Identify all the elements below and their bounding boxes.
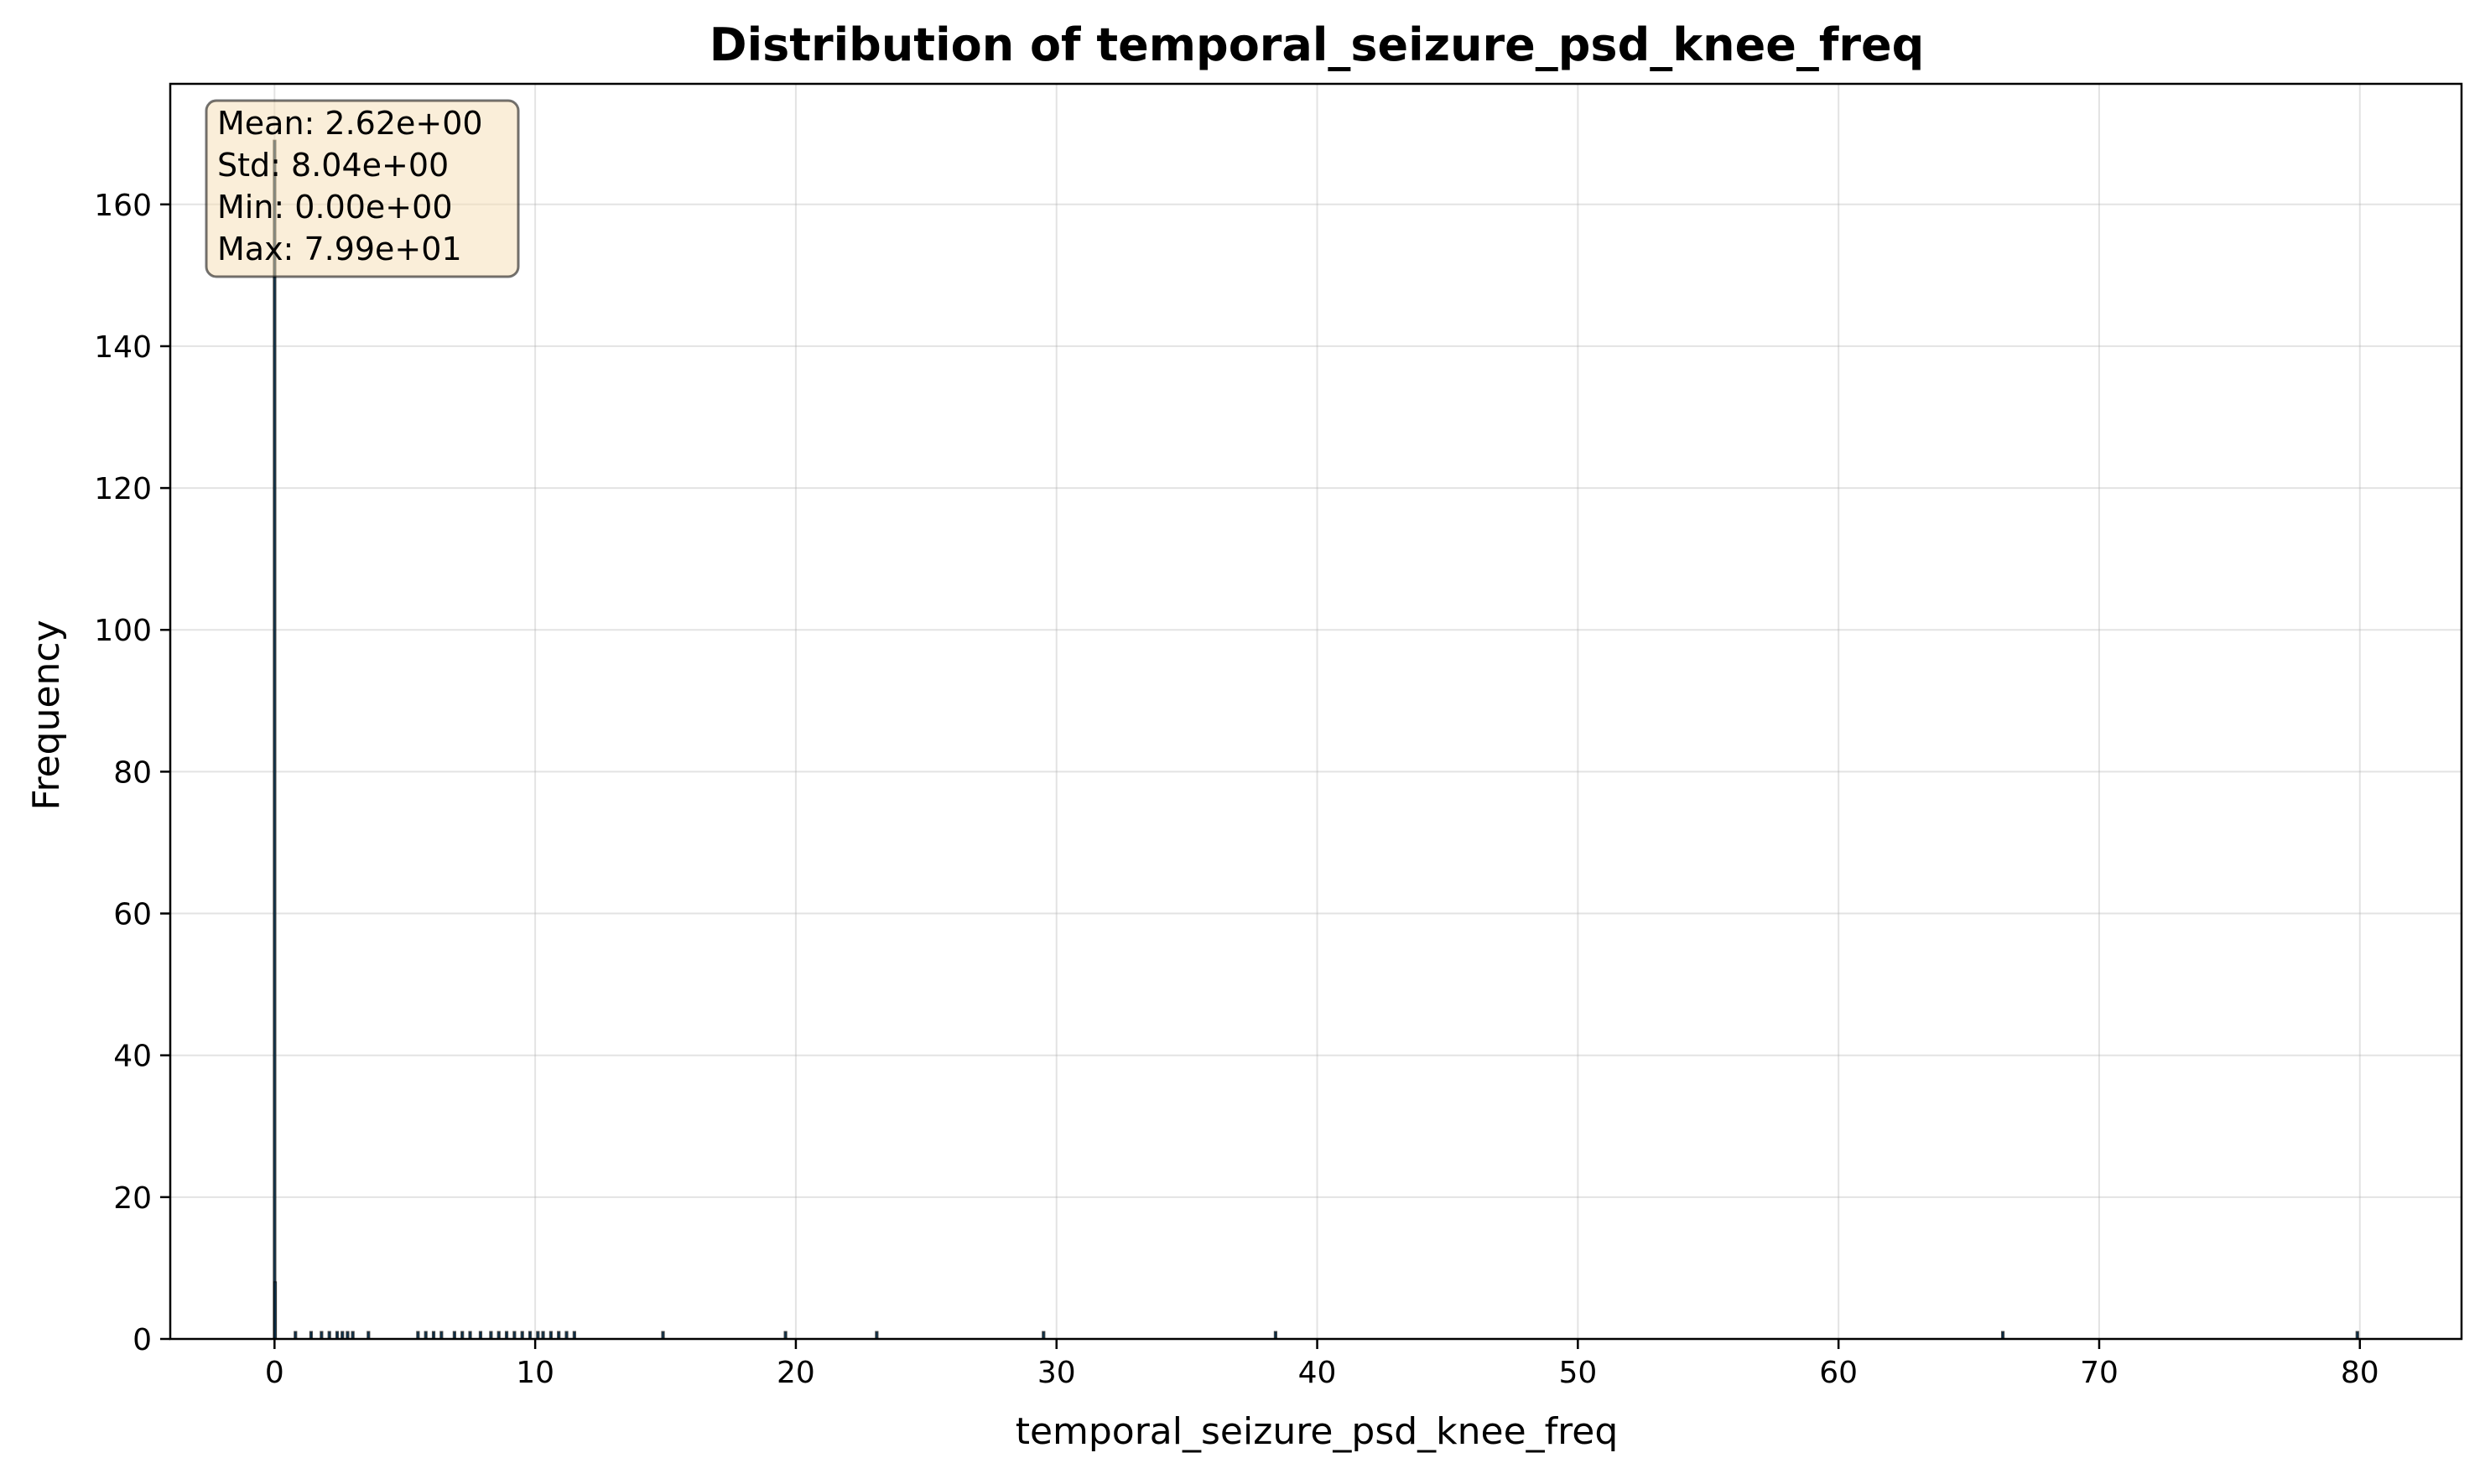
y-tick-label: 0 (133, 1323, 152, 1357)
x-tick-label: 80 (2341, 1356, 2379, 1390)
histogram-bar (1273, 1331, 1278, 1340)
x-tick-label: 20 (777, 1356, 815, 1390)
histogram-bar (431, 1331, 436, 1340)
stats-mean: Mean: 2.62e+00 (217, 105, 483, 142)
histogram-bar (346, 1331, 350, 1340)
y-tick-label: 20 (113, 1181, 152, 1216)
stats-box: Mean: 2.62e+00 Std: 8.04e+00 Min: 0.00e+… (205, 99, 520, 278)
histogram-bar (520, 1331, 524, 1340)
stats-max: Max: 7.99e+01 (217, 231, 462, 267)
y-tick-label: 40 (113, 1040, 152, 1074)
histogram-bar (351, 1331, 355, 1340)
histogram-bar (489, 1331, 493, 1340)
histogram-bar (478, 1331, 483, 1340)
y-tick-label: 60 (113, 898, 152, 932)
histogram-bar (528, 1331, 533, 1340)
histogram-bar (548, 1331, 553, 1340)
histogram-bar (2000, 1331, 2005, 1340)
plot-frame (169, 82, 2463, 1341)
histogram-bar (875, 1331, 879, 1340)
histogram-bar (468, 1331, 472, 1340)
stats-box-background (205, 99, 520, 278)
y-axis-label: Frequency (25, 620, 68, 810)
histogram-bar (452, 1331, 456, 1340)
histogram-bar (327, 1331, 331, 1340)
x-tick-label: 60 (1819, 1356, 1858, 1390)
x-axis-label: temporal_seizure_psd_knee_freq (1016, 1410, 1619, 1453)
y-tick-label: 140 (94, 330, 152, 365)
histogram-bar (504, 1331, 509, 1340)
histogram-bar (460, 1331, 465, 1340)
histogram-bar (2355, 1331, 2359, 1340)
histogram-bar (536, 1331, 540, 1340)
x-tick-label: 40 (1298, 1356, 1337, 1390)
histogram-bar (320, 1331, 324, 1340)
stats-min: Min: 0.00e+00 (217, 189, 453, 226)
bar-layer (273, 139, 2359, 1341)
histogram-bar (496, 1331, 501, 1340)
x-tick-label: 10 (516, 1356, 554, 1390)
histogram-bar (424, 1331, 428, 1340)
y-tick-label: 120 (94, 472, 152, 506)
histogram-bar (557, 1331, 561, 1340)
histogram-bar (512, 1331, 517, 1340)
histogram-bar (416, 1331, 420, 1340)
y-tick-label: 100 (94, 614, 152, 648)
histogram-bar (273, 139, 277, 1340)
x-tick-label: 50 (1558, 1356, 1597, 1390)
y-tick-label: 80 (113, 755, 152, 790)
histogram-bar (564, 1331, 569, 1340)
tick-layer: 0 10 20 30 40 50 60 70 80 0 20 40 60 80 100 120 140 160 (94, 189, 2378, 1390)
y-tick-label: 160 (94, 189, 152, 223)
x-tick-label: 70 (2080, 1356, 2118, 1390)
histogram-bar (309, 1331, 314, 1340)
histogram-bar (783, 1331, 788, 1340)
histogram-bar (1042, 1331, 1046, 1340)
histogram-bar (273, 1281, 278, 1341)
stats-std: Std: 8.04e+00 (217, 147, 449, 184)
histogram-bar (572, 1331, 576, 1340)
histogram-bar (341, 1331, 345, 1340)
histogram-bar (367, 1331, 371, 1340)
histogram-bar (661, 1331, 665, 1340)
histogram-bar (541, 1331, 545, 1340)
x-tick-label: 30 (1037, 1356, 1076, 1390)
histogram-bar (335, 1331, 340, 1340)
histogram-bar (294, 1331, 298, 1340)
x-tick-label: 0 (265, 1356, 284, 1390)
chart-title: Distribution of temporal_seizure_psd_kne… (710, 18, 1924, 71)
histogram-bar (439, 1331, 444, 1340)
